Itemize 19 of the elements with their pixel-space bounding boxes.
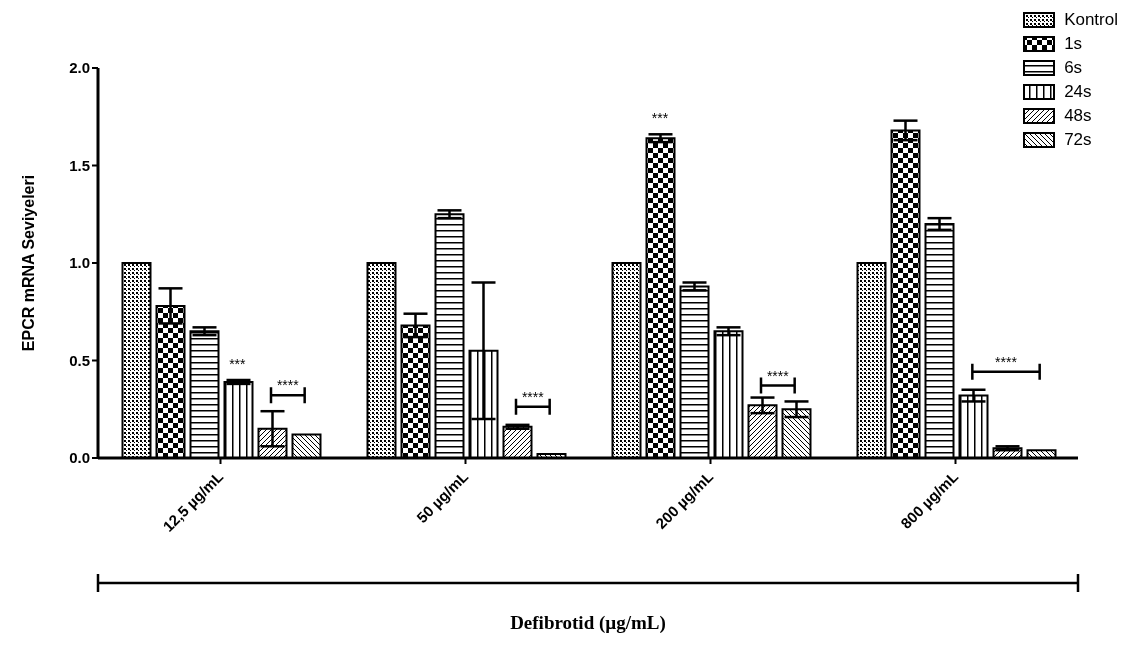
annotation: ****: [521, 388, 545, 405]
legend-label: 6s: [1064, 57, 1083, 79]
y-axis-title: EPCR mRNA Seviyeleri: [19, 174, 37, 352]
annotation: ***: [651, 110, 669, 127]
y-tick-label: 2.0: [69, 59, 90, 77]
legend-label: Kontrol: [1064, 9, 1118, 31]
annotation: ****: [276, 377, 300, 394]
legend-label: 72s: [1064, 129, 1092, 151]
annotation: ****: [995, 353, 1018, 370]
x-axis-title: Defibrotid (µg/mL): [509, 612, 667, 634]
annotation: ****: [766, 367, 790, 384]
y-tick-label: 0.0: [69, 449, 90, 467]
y-tick-label: 0.5: [69, 351, 90, 369]
legend-label: 24s: [1064, 81, 1092, 103]
legend-label: 1s: [1064, 33, 1083, 55]
y-tick-label: 1.0: [69, 254, 90, 272]
annotation: ***: [229, 356, 247, 372]
legend-label: 48s: [1064, 105, 1092, 127]
y-tick-label: 1.5: [69, 156, 90, 174]
